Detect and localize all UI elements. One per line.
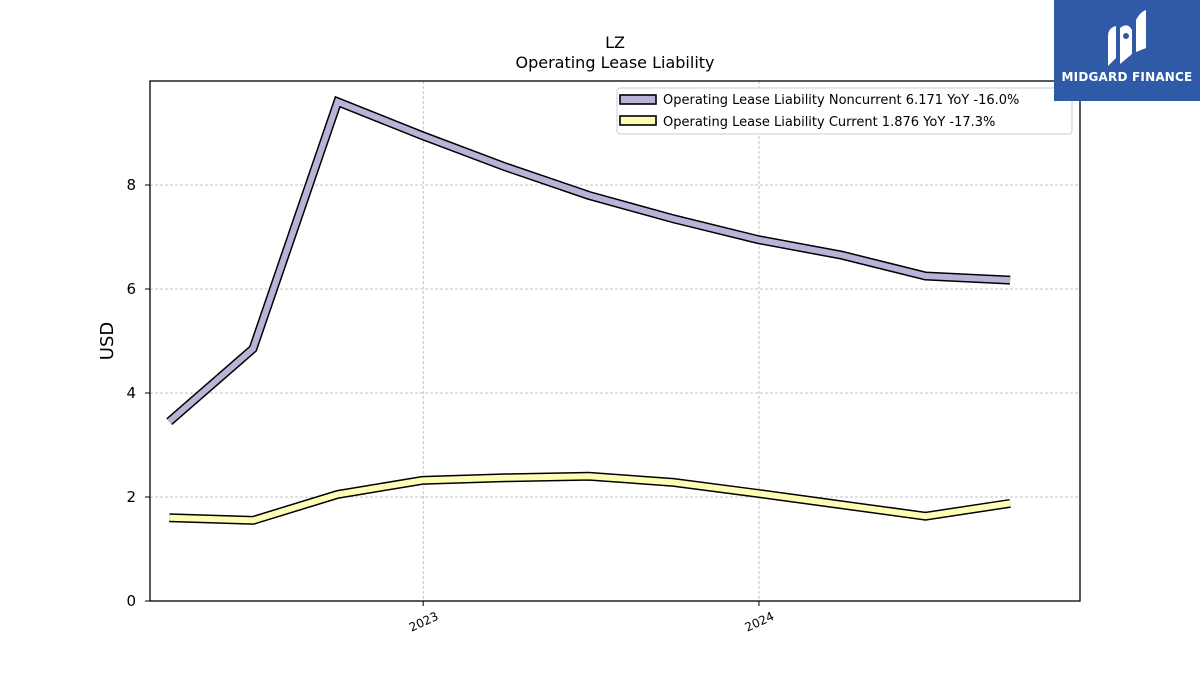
y-tick-label: 4	[126, 384, 136, 402]
chart-title: LZ	[605, 33, 625, 52]
y-axis-label: USD	[97, 322, 118, 360]
legend-swatch-noncurrent	[619, 94, 657, 105]
x-tick-label: 2023	[407, 609, 441, 635]
series-line-outline-current	[169, 471, 1011, 525]
axes: 0 2 4 6 8 2023 2024	[126, 176, 776, 635]
series-layer	[166, 95, 1011, 525]
y-tick-label: 6	[126, 280, 136, 298]
legend-swatch-current	[619, 115, 657, 126]
legend-box	[616, 87, 1073, 135]
chart-subtitle: Operating Lease Liability	[515, 53, 714, 72]
brand-name: MIDGARD FINANCE	[1061, 70, 1193, 84]
brand-logo: MIDGARD FINANCE	[1054, 0, 1200, 101]
legend-label-noncurrent: Operating Lease Liability Noncurrent 6.1…	[663, 93, 1019, 108]
plot-frame	[149, 80, 1081, 602]
y-tick-label: 2	[126, 488, 136, 506]
y-tick-label: 8	[126, 176, 136, 194]
x-tick-label: 2024	[743, 609, 777, 635]
logo-mark-icon	[1108, 10, 1146, 66]
series-line-outline-noncurrent	[166, 95, 1011, 425]
legend: Operating Lease Liability Noncurrent 6.1…	[616, 87, 1073, 135]
series-line-noncurrent	[167, 97, 1011, 424]
y-tick-label: 0	[126, 592, 136, 610]
legend-label-current: Operating Lease Liability Current 1.876 …	[663, 115, 995, 130]
grid	[150, 81, 1080, 601]
series-line-current	[169, 473, 1011, 524]
